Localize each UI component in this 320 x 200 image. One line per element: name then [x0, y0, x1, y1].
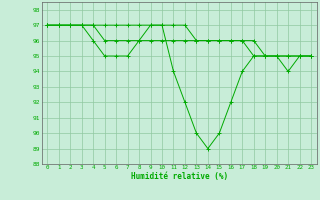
X-axis label: Humidité relative (%): Humidité relative (%) [131, 172, 228, 181]
